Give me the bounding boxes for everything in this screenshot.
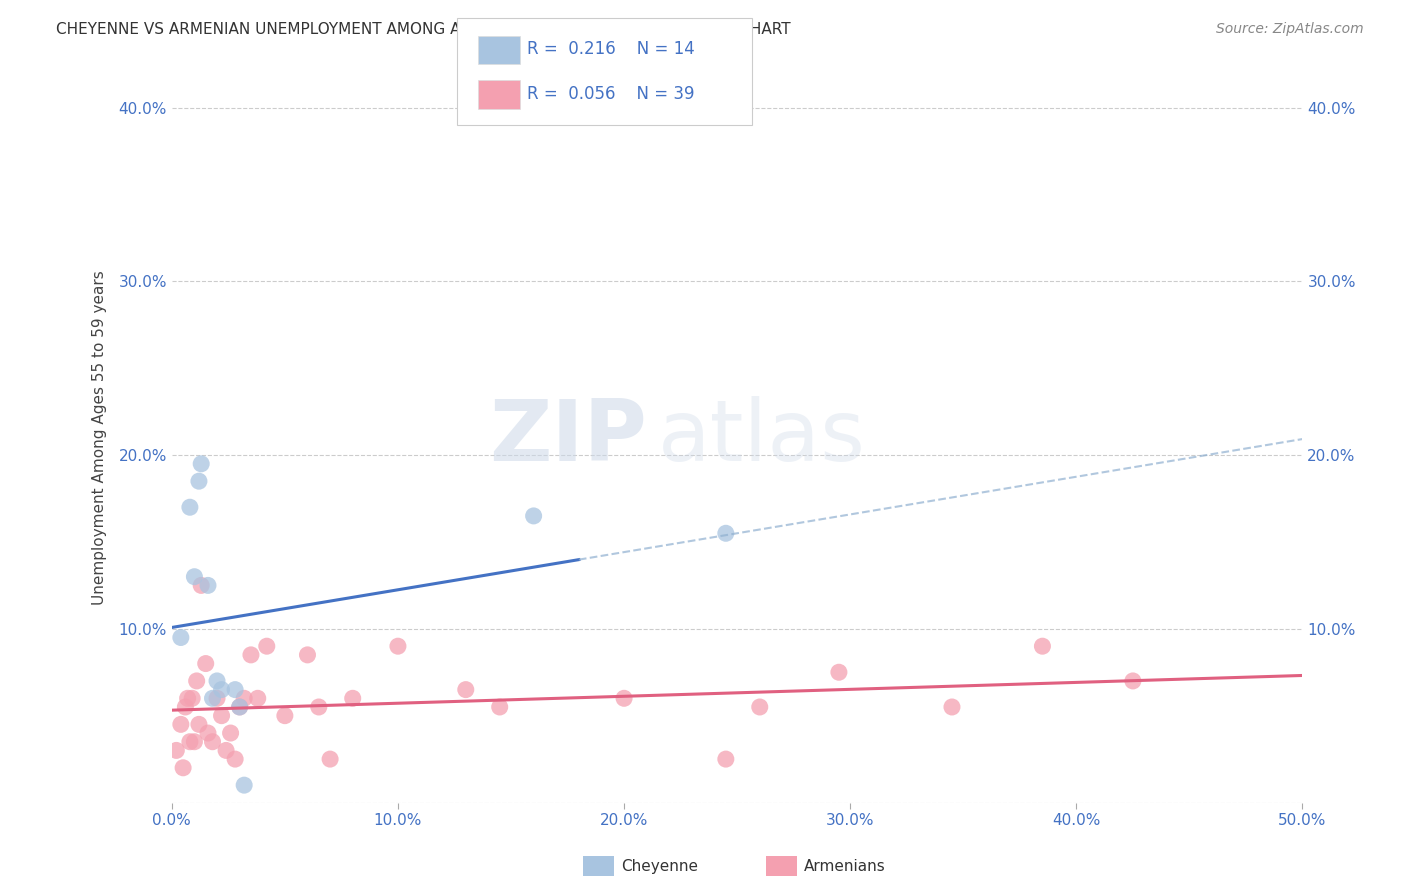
- Point: [211, 708, 233, 723]
- Point: [256, 639, 278, 653]
- Point: [454, 682, 477, 697]
- Text: Cheyenne: Cheyenne: [621, 859, 699, 873]
- Point: [233, 691, 256, 706]
- Point: [714, 752, 737, 766]
- Point: [1031, 639, 1053, 653]
- Point: [179, 500, 201, 515]
- Point: [1122, 673, 1144, 688]
- Point: [172, 761, 194, 775]
- Point: [179, 735, 201, 749]
- Point: [183, 735, 205, 749]
- Point: [319, 752, 342, 766]
- Point: [308, 700, 330, 714]
- Text: Armenians: Armenians: [804, 859, 886, 873]
- Point: [233, 778, 256, 792]
- Point: [211, 682, 233, 697]
- Point: [613, 691, 636, 706]
- Point: [174, 700, 197, 714]
- Point: [183, 570, 205, 584]
- Point: [190, 457, 212, 471]
- Point: [228, 700, 250, 714]
- Point: [201, 691, 224, 706]
- Point: [176, 691, 198, 706]
- Text: CHEYENNE VS ARMENIAN UNEMPLOYMENT AMONG AGES 55 TO 59 YEARS CORRELATION CHART: CHEYENNE VS ARMENIAN UNEMPLOYMENT AMONG …: [56, 22, 790, 37]
- Point: [297, 648, 319, 662]
- Point: [342, 691, 364, 706]
- Text: ZIP: ZIP: [489, 396, 647, 479]
- Point: [187, 474, 209, 488]
- Text: R =  0.216    N = 14: R = 0.216 N = 14: [527, 40, 695, 58]
- Point: [714, 526, 737, 541]
- Point: [197, 726, 219, 740]
- Point: [239, 648, 262, 662]
- Point: [197, 578, 219, 592]
- Point: [828, 665, 851, 680]
- Point: [165, 743, 187, 757]
- Text: R =  0.056    N = 39: R = 0.056 N = 39: [527, 85, 695, 103]
- Point: [186, 673, 208, 688]
- Point: [170, 717, 193, 731]
- Point: [387, 639, 409, 653]
- Y-axis label: Unemployment Among Ages 55 to 59 years: Unemployment Among Ages 55 to 59 years: [93, 270, 107, 605]
- Point: [205, 673, 228, 688]
- Point: [224, 752, 246, 766]
- Point: [219, 726, 242, 740]
- Point: [190, 578, 212, 592]
- Point: [488, 700, 510, 714]
- Point: [215, 743, 238, 757]
- Point: [274, 708, 297, 723]
- Point: [224, 682, 246, 697]
- Point: [941, 700, 963, 714]
- Point: [194, 657, 217, 671]
- Point: [228, 700, 250, 714]
- Point: [187, 717, 209, 731]
- Point: [181, 691, 204, 706]
- Text: Source: ZipAtlas.com: Source: ZipAtlas.com: [1216, 22, 1364, 37]
- Text: atlas: atlas: [658, 396, 866, 479]
- Point: [748, 700, 770, 714]
- Point: [201, 735, 224, 749]
- Point: [523, 508, 546, 523]
- Point: [246, 691, 269, 706]
- Point: [170, 631, 193, 645]
- Point: [205, 691, 228, 706]
